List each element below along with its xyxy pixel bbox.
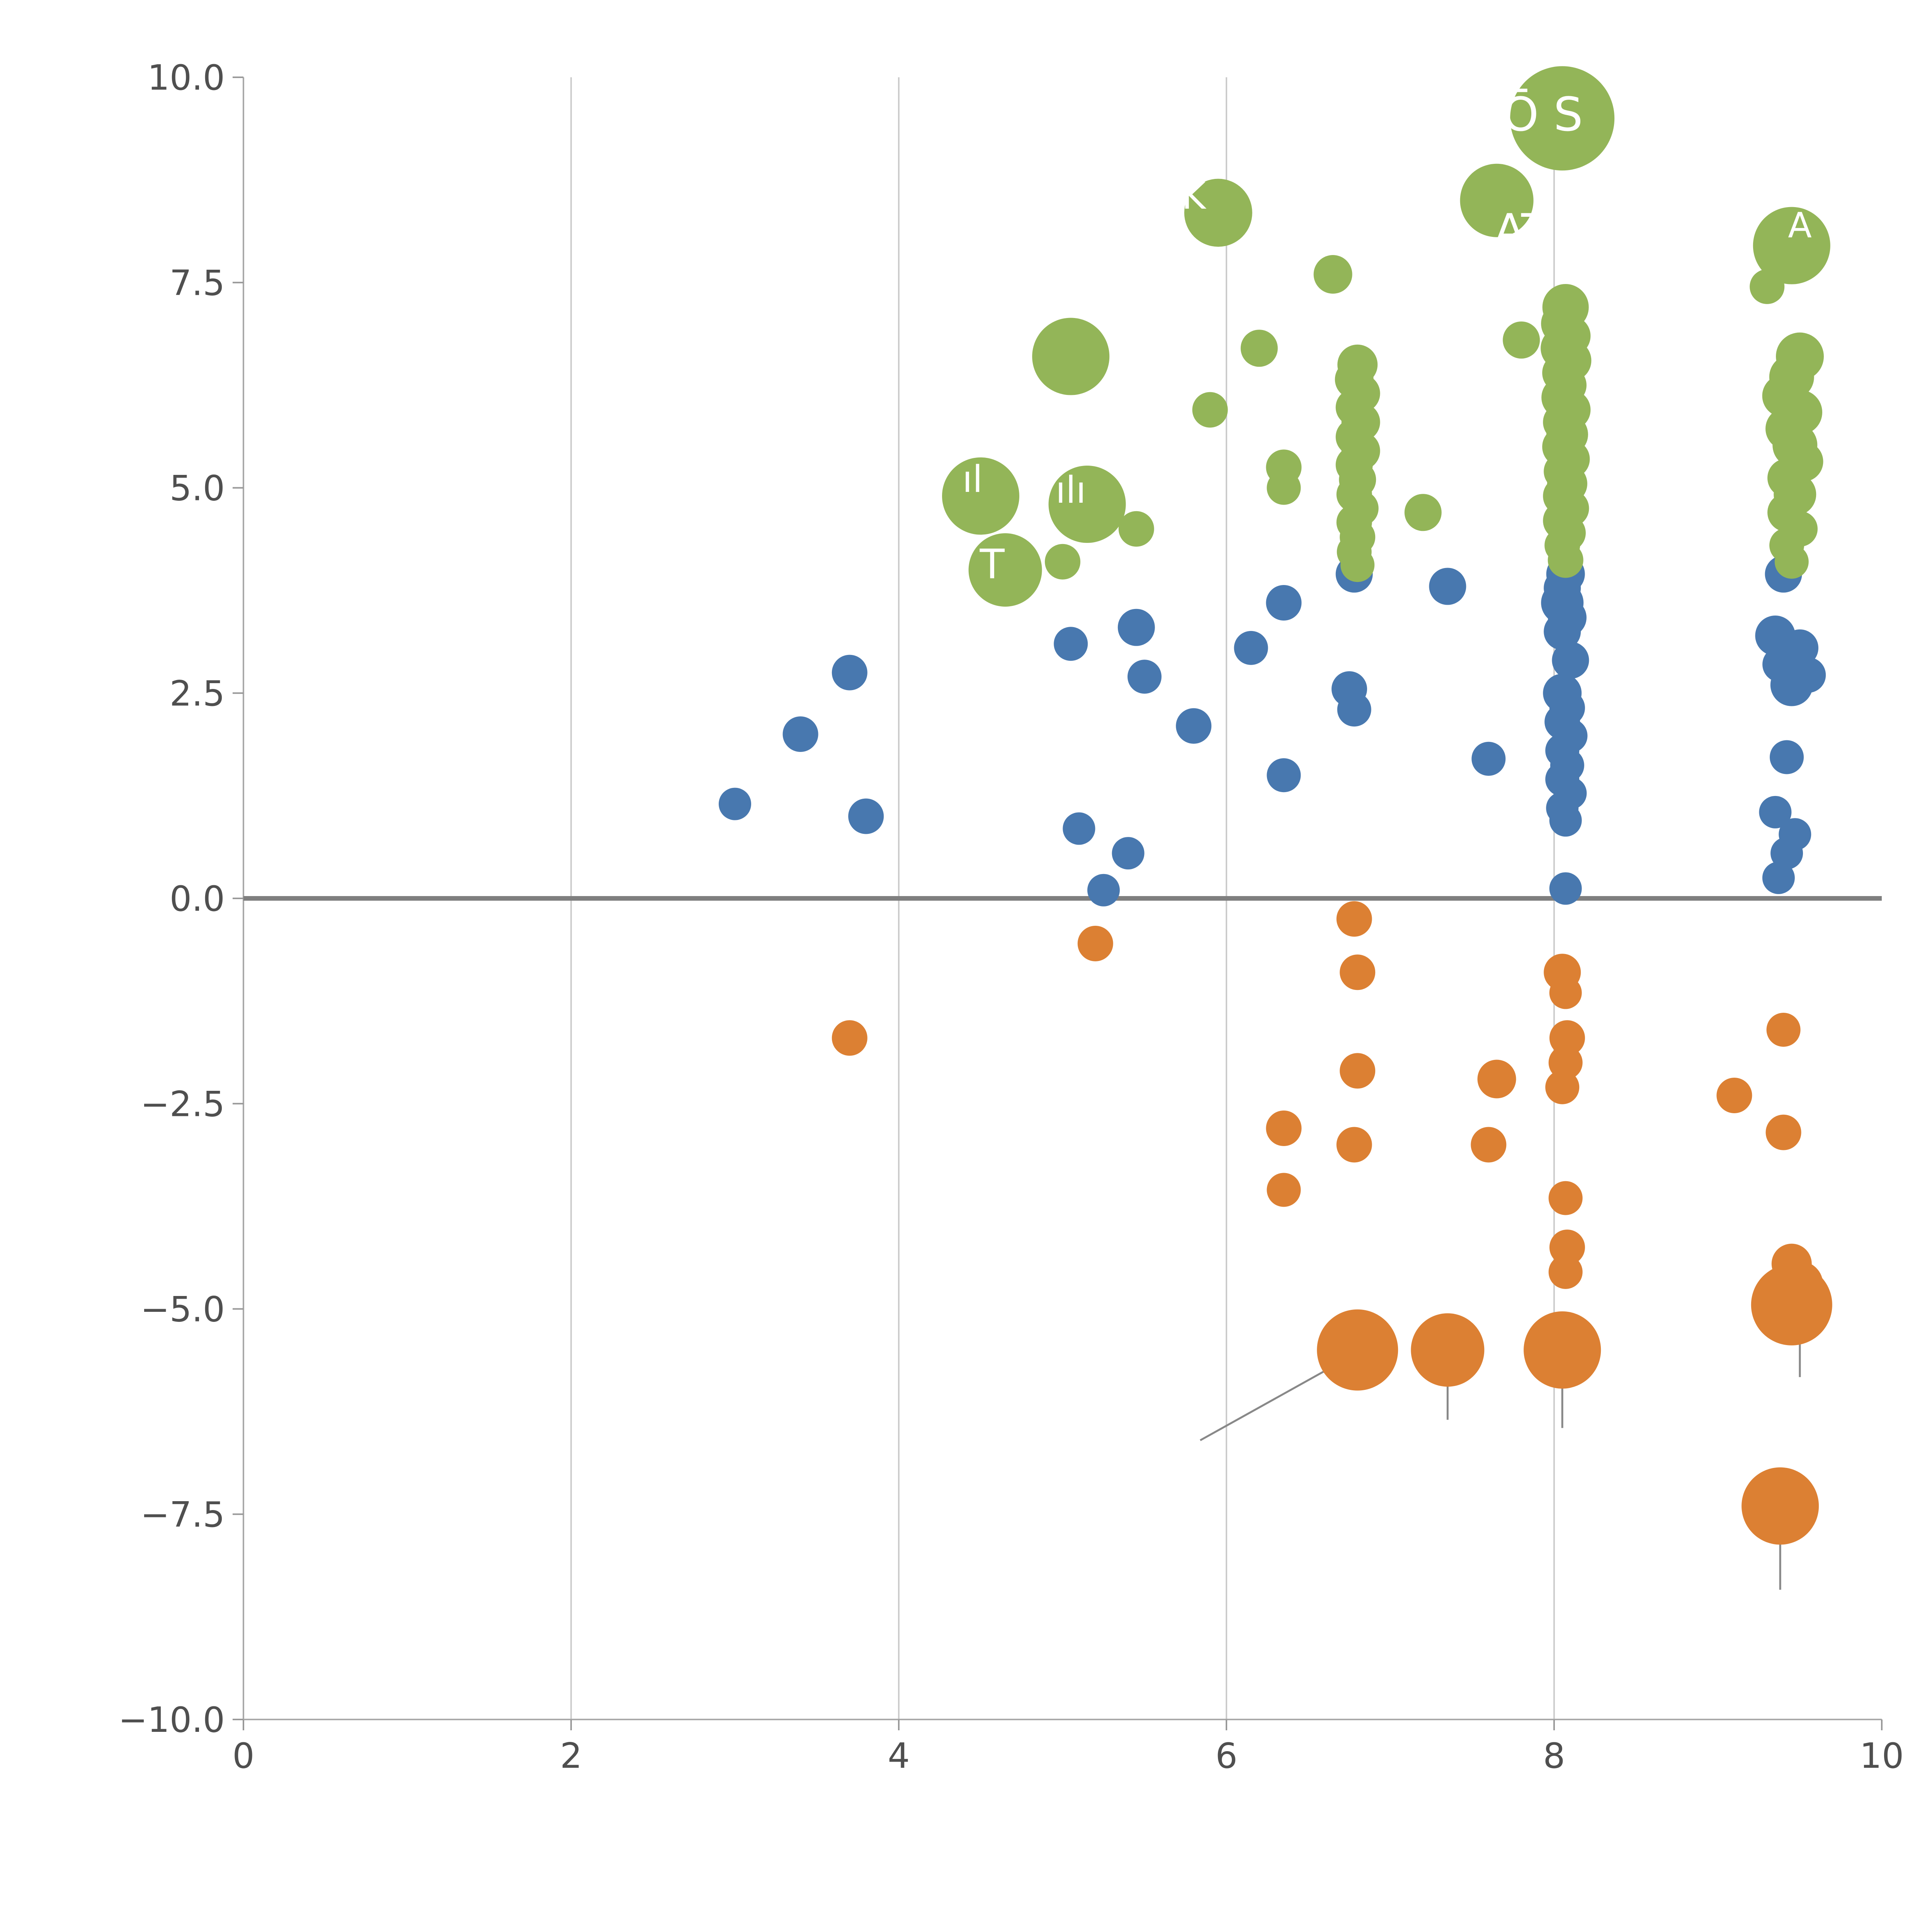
green-high-band-point (968, 533, 1042, 607)
blue-mid-band-point (719, 787, 751, 820)
leader-line (1199, 1357, 1348, 1441)
orange-negative-band-point (1765, 1114, 1801, 1150)
blue-mid-band-point (1549, 804, 1582, 837)
bubble-label: A (1788, 205, 1812, 246)
blue-mid-band-point (1549, 872, 1582, 905)
blue-mid-band-point (1112, 837, 1145, 870)
green-high-band-point (1118, 511, 1154, 547)
blue-mid-band-point (1267, 758, 1301, 793)
orange-negative-band-point (1549, 1230, 1585, 1265)
orange-negative-band-point (1336, 901, 1372, 937)
blue-mid-band-point (1266, 585, 1302, 621)
orange-negative-band-point (1471, 1127, 1507, 1163)
x-tick-label: 6 (1215, 1736, 1237, 1776)
y-tick-label: 5.0 (170, 468, 225, 509)
blue-mid-band-point (1128, 660, 1162, 694)
blue-mid-band-point (1087, 874, 1120, 906)
orange-negative-band-point (1766, 1013, 1801, 1047)
y-tick-label: −10.0 (118, 1700, 225, 1740)
blue-mid-band-point (1471, 742, 1506, 776)
orange-negative-band-point (1524, 1311, 1601, 1389)
green-high-band-point (1184, 179, 1252, 247)
orange-negative-band-point (1477, 1060, 1516, 1099)
green-high-band-point (1750, 269, 1785, 304)
orange-negative-band-point (1077, 925, 1113, 961)
green-high-band-point (1460, 163, 1534, 237)
orange-negative-band-point (1411, 1313, 1485, 1387)
blue-mid-band-point (782, 716, 818, 752)
orange-negative-band-point (1716, 1078, 1752, 1113)
orange-negative-band-point (1548, 1255, 1583, 1289)
blue-mid-band-point (1429, 568, 1466, 605)
y-tick-label: 2.5 (170, 673, 225, 714)
green-high-band-point (942, 457, 1019, 535)
blue-mid-band-point (1770, 740, 1804, 774)
orange-negative-band-point (1340, 954, 1376, 990)
y-tick-label: −7.5 (140, 1495, 225, 1535)
bubble-label: ıl (962, 458, 983, 501)
x-tick-label: 2 (560, 1736, 582, 1776)
green-high-band-point (1192, 392, 1228, 428)
blue-mid-band-point (832, 655, 867, 690)
orange-negative-band-point (832, 1020, 867, 1056)
y-tick-label: 10.0 (148, 58, 225, 98)
green-high-band-point (1404, 494, 1442, 531)
blue-mid-band-point (1054, 627, 1088, 661)
y-tick-label: 0.0 (170, 879, 225, 919)
blue-mid-band-point (1770, 837, 1803, 870)
blue-mid-band-point (1063, 812, 1095, 845)
blue-mid-band-point (848, 798, 884, 834)
orange-negative-band-point (1549, 976, 1582, 1009)
orange-negative-band-point (1340, 1053, 1376, 1089)
x-tick-label: 10 (1860, 1736, 1904, 1776)
bubble-label: ılı (1056, 469, 1086, 512)
green-high-band-point (1548, 542, 1583, 578)
blue-mid-band-point (1759, 796, 1792, 828)
y-tick-label: −2.5 (140, 1084, 225, 1124)
orange-negative-band-point (1742, 1467, 1819, 1545)
green-high-band-point (1048, 466, 1126, 543)
y-tick-label: −5.0 (140, 1289, 225, 1330)
orange-negative-band-point (1545, 1070, 1580, 1104)
bubble-label: T (980, 541, 1005, 588)
bubble-label: AT (1494, 205, 1549, 257)
orange-negative-band-point (1266, 1111, 1302, 1146)
y-tick-label: 7.5 (170, 263, 225, 303)
blue-mid-band-point (1337, 692, 1371, 727)
green-high-band-point (1340, 548, 1375, 582)
blue-mid-band-point (1176, 708, 1212, 744)
green-high-band-point (1240, 330, 1278, 367)
x-tick-label: 0 (232, 1736, 254, 1776)
blue-mid-band-point (1790, 657, 1826, 693)
x-tick-label: 8 (1543, 1736, 1565, 1776)
bubble-label: K (1182, 175, 1207, 218)
green-high-band-point (1313, 255, 1352, 294)
orange-negative-band-point (1549, 1020, 1585, 1056)
orange-negative-band-point (1336, 1127, 1372, 1163)
bubble-label: Ō S (1502, 88, 1583, 142)
green-high-band-point (1032, 318, 1110, 395)
blue-mid-band-point (1762, 861, 1795, 894)
orange-negative-band-point (1548, 1181, 1583, 1215)
blue-mid-band-point (1544, 613, 1581, 650)
orange-negative-band-point (1267, 1173, 1301, 1207)
green-high-band-point (1045, 544, 1080, 580)
x-tick-label: 4 (888, 1736, 910, 1776)
green-high-band-point (1753, 207, 1830, 284)
blue-mid-band-point (1117, 609, 1155, 646)
green-high-band-point (1267, 471, 1301, 505)
blue-mid-band-point (1234, 631, 1268, 665)
green-high-band-point (1510, 66, 1615, 171)
blue-mid-band-point (1552, 641, 1589, 679)
green-high-band-point (1774, 544, 1809, 579)
green-high-band-point (1503, 321, 1540, 359)
orange-negative-band-point (1317, 1309, 1398, 1391)
orange-negative-band-point (1751, 1264, 1832, 1345)
